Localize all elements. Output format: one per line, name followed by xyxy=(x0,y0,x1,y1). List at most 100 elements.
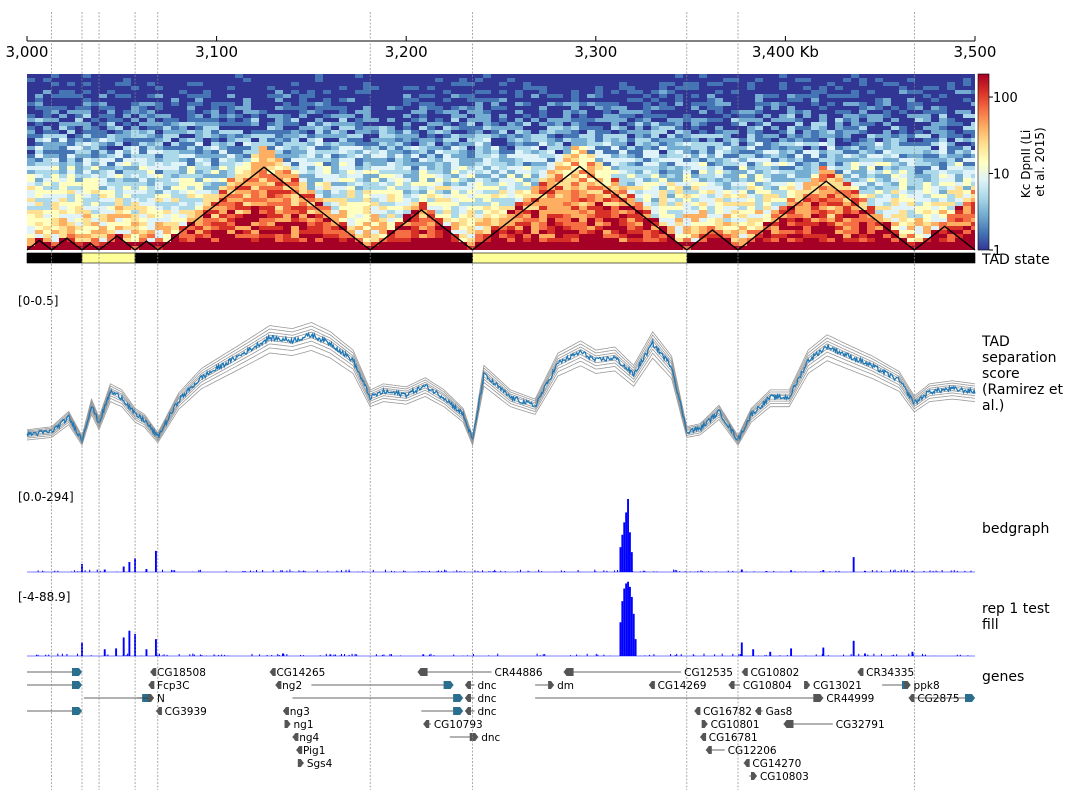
hic-cell xyxy=(771,210,780,215)
hic-cell xyxy=(387,106,396,111)
hic-cell xyxy=(611,170,620,175)
hic-cell xyxy=(435,110,444,115)
hic-cell xyxy=(531,78,540,83)
hic-cell xyxy=(867,154,876,159)
hic-cell xyxy=(291,182,300,187)
hic-cell xyxy=(963,82,972,87)
hic-cell xyxy=(603,142,612,147)
hic-cell xyxy=(379,226,388,231)
hic-cell xyxy=(27,122,36,127)
hic-cell xyxy=(331,194,340,199)
hic-cell xyxy=(651,150,660,155)
hic-cell xyxy=(171,158,180,163)
hic-cell xyxy=(763,118,772,123)
hic-cell xyxy=(307,170,316,175)
hic-cell xyxy=(963,214,972,219)
hic-cell xyxy=(483,170,492,175)
hic-cell xyxy=(115,198,124,203)
hic-cell xyxy=(283,202,292,207)
hic-cell xyxy=(763,130,772,135)
hic-cell xyxy=(499,74,508,79)
hic-cell xyxy=(907,86,916,91)
hic-cell xyxy=(571,90,580,95)
hic-cell xyxy=(963,222,972,227)
hic-cell xyxy=(867,222,876,227)
hic-cell xyxy=(139,222,148,227)
hic-cell xyxy=(947,234,956,239)
hic-cell xyxy=(435,146,444,151)
hic-cell xyxy=(835,158,844,163)
hic-cell xyxy=(843,198,852,203)
hic-cell xyxy=(83,226,92,231)
hic-cell xyxy=(195,202,204,207)
hic-cell xyxy=(891,194,900,199)
hic-cell xyxy=(403,134,412,139)
hic-cell xyxy=(195,138,204,143)
hic-cell xyxy=(739,142,748,147)
hic-cell xyxy=(155,82,164,87)
hic-cell xyxy=(675,182,684,187)
hic-cell xyxy=(739,146,748,151)
hic-cell xyxy=(243,86,252,91)
hic-cell xyxy=(163,170,172,175)
hic-cell xyxy=(707,210,716,215)
hic-cell xyxy=(299,114,308,119)
hic-cell xyxy=(699,206,708,211)
hic-cell xyxy=(75,110,84,115)
hic-cell xyxy=(179,194,188,199)
hic-cell xyxy=(403,230,412,235)
hic-cell xyxy=(891,90,900,95)
hic-cell xyxy=(251,122,260,127)
hic-cell xyxy=(899,234,908,239)
hic-cell xyxy=(803,138,812,143)
hic-cell xyxy=(475,222,484,227)
hic-cell xyxy=(699,138,708,143)
hic-cell xyxy=(611,86,620,91)
hic-cell xyxy=(667,194,676,199)
hic-cell xyxy=(419,126,428,131)
hic-cell xyxy=(787,154,796,159)
hic-cell xyxy=(795,94,804,99)
hic-cell xyxy=(691,134,700,139)
hic-cell xyxy=(67,98,76,103)
hic-cell xyxy=(323,86,332,91)
hic-cell xyxy=(755,206,764,211)
hic-cell xyxy=(91,182,100,187)
hic-cell xyxy=(403,178,412,183)
hic-cell xyxy=(59,98,68,103)
hic-cell xyxy=(675,230,684,235)
hic-cell xyxy=(307,206,316,211)
hic-cell xyxy=(139,198,148,203)
hic-cell xyxy=(427,226,436,231)
hic-cell xyxy=(611,114,620,119)
hic-cell xyxy=(547,146,556,151)
hic-cell xyxy=(603,82,612,87)
hic-cell xyxy=(419,234,428,239)
hic-cell xyxy=(795,178,804,183)
hic-cell xyxy=(507,74,516,79)
hic-cell xyxy=(51,194,60,199)
hic-cell xyxy=(83,94,92,99)
hic-cell xyxy=(235,202,244,207)
hic-cell xyxy=(419,74,428,79)
hic-cell xyxy=(619,134,628,139)
hic-cell xyxy=(187,170,196,175)
hic-cell xyxy=(771,190,780,195)
hic-cell xyxy=(883,110,892,115)
hic-cell xyxy=(707,94,716,99)
hic-cell xyxy=(99,118,108,123)
hic-cell xyxy=(707,138,716,143)
hic-cell xyxy=(571,82,580,87)
hic-cell xyxy=(355,126,364,131)
hic-cell xyxy=(299,190,308,195)
hic-cell xyxy=(691,118,700,123)
hic-cell xyxy=(107,210,116,215)
hic-cell xyxy=(827,166,836,171)
hic-cell xyxy=(443,78,452,83)
hic-cell xyxy=(267,114,276,119)
hic-cell xyxy=(339,106,348,111)
hic-cell xyxy=(115,138,124,143)
hic-cell xyxy=(795,154,804,159)
hic-cell xyxy=(643,106,652,111)
hic-cell xyxy=(267,138,276,143)
